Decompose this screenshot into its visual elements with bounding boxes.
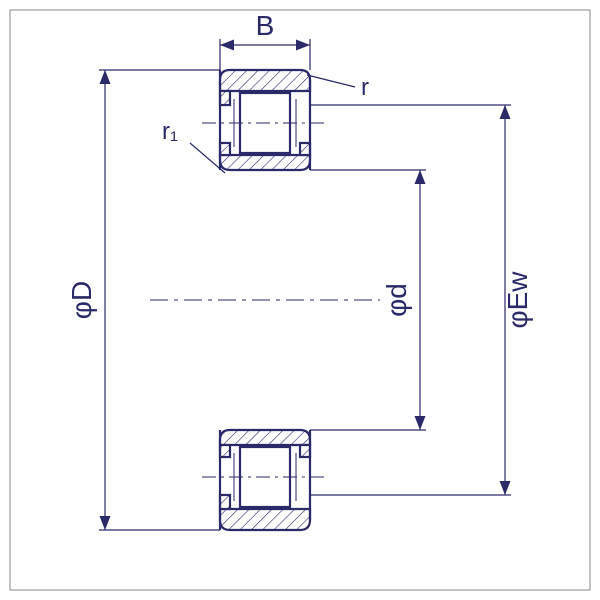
label-B: B [256, 10, 275, 41]
label-phiD: φD [66, 281, 97, 319]
top-section [202, 70, 328, 170]
bottom-section [202, 430, 328, 530]
label-phid: φd [381, 283, 412, 317]
label-r1: r₁ [162, 118, 178, 145]
label-phiEw: φEw [502, 271, 533, 329]
label-r: r [361, 74, 369, 101]
